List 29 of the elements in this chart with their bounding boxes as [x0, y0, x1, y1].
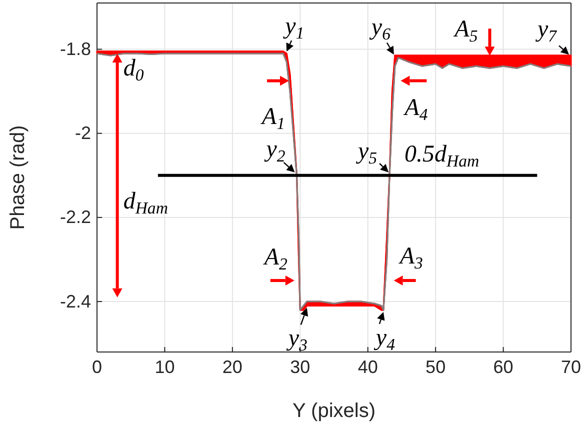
annotation: d$_{0}$	[123, 55, 144, 85]
y-tick-label: -2	[74, 123, 91, 144]
y-axis-title: Phase (rad)	[7, 125, 29, 230]
annotation: d$_{Ham}$	[123, 188, 168, 218]
annotation: A$_{1}$	[260, 104, 285, 133]
annotation: y$_{3}$	[286, 326, 308, 355]
x-tick-label: 60	[493, 356, 514, 377]
x-tick-label: 30	[290, 356, 310, 377]
annotation: y$_{6}$	[369, 14, 392, 44]
x-tick-label: 10	[154, 356, 175, 377]
annotation: A$_{5}$	[452, 16, 478, 46]
annotation: 0.5d$_{Ham}$	[404, 141, 480, 170]
x-tick-label: 70	[560, 356, 582, 377]
annotation: y$_{1}$	[283, 13, 304, 43]
y-tick-label: -1.8	[60, 39, 91, 60]
x-tick-label: 0	[92, 356, 102, 377]
annotation: y$_{7}$	[535, 16, 558, 46]
annotation: y$_{2}$	[264, 136, 286, 166]
x-axis-title: Y (pixels)	[292, 400, 376, 422]
annotation: A$_{2}$	[262, 244, 288, 274]
y-tick-label: -2.4	[60, 291, 91, 312]
annotation: y$_{5}$	[356, 138, 378, 168]
annotation: y$_{4}$	[374, 324, 396, 354]
annotation: A$_{4}$	[402, 94, 428, 124]
annotation: A$_{3}$	[398, 243, 423, 273]
x-tick-label: 20	[222, 356, 242, 377]
x-tick-label: 50	[426, 356, 446, 377]
y-tick-label: -2.2	[60, 207, 91, 228]
x-tick-label: 40	[358, 356, 378, 377]
